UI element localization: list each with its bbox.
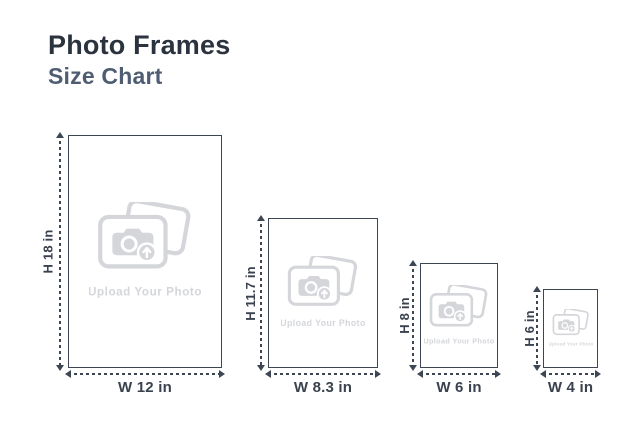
height-label-wrap-18x12: H 18 in — [40, 135, 56, 368]
page-subtitle: Size Chart — [48, 63, 163, 89]
photo-frame-18x12: Upload Your Photo — [68, 135, 222, 368]
height-label: H 8 in — [396, 297, 412, 334]
page-title: Photo Frames — [48, 30, 231, 60]
height-label-wrap-6x4: H 6 in — [521, 289, 537, 368]
height-label: H 18 in — [40, 229, 56, 274]
width-label: W 8.3 in — [293, 379, 353, 396]
width-label: W 4 in — [547, 379, 594, 396]
upload-photo-icon: Upload Your Photo — [89, 202, 201, 298]
width-label: W 12 in — [118, 379, 172, 396]
upload-photo-icon: Upload Your Photo — [281, 255, 365, 328]
upload-photo-label: Upload Your Photo — [549, 342, 593, 347]
photo-frame-6x4: Upload Your Photo — [543, 289, 598, 368]
height-label-wrap-8x6: H 8 in — [396, 263, 412, 368]
height-dimension-line — [56, 132, 64, 371]
height-dimension-line — [533, 286, 541, 371]
width-dimension-line — [417, 370, 501, 378]
width-dimension-line — [540, 370, 601, 378]
width-dimension-line — [265, 370, 381, 378]
height-label: H 11.7 in — [242, 265, 258, 321]
upload-photo-label: Upload Your Photo — [89, 285, 201, 298]
upload-photo-label: Upload Your Photo — [281, 318, 365, 328]
height-dimension-line — [257, 215, 265, 371]
upload-photo-icon: Upload Your Photo — [549, 309, 593, 347]
width-dimension-line — [65, 370, 225, 378]
height-label: H 6 in — [521, 310, 537, 347]
height-dimension-line — [409, 260, 417, 371]
photo-frame-8x6: Upload Your Photo — [420, 263, 498, 368]
width-label: W 6 in — [436, 379, 482, 396]
upload-photo-label: Upload Your Photo — [424, 336, 494, 345]
photo-frame-11.7x8.3: Upload Your Photo — [268, 218, 378, 368]
height-label-wrap-11.7x8.3: H 11.7 in — [242, 218, 258, 368]
upload-photo-icon: Upload Your Photo — [424, 284, 494, 345]
